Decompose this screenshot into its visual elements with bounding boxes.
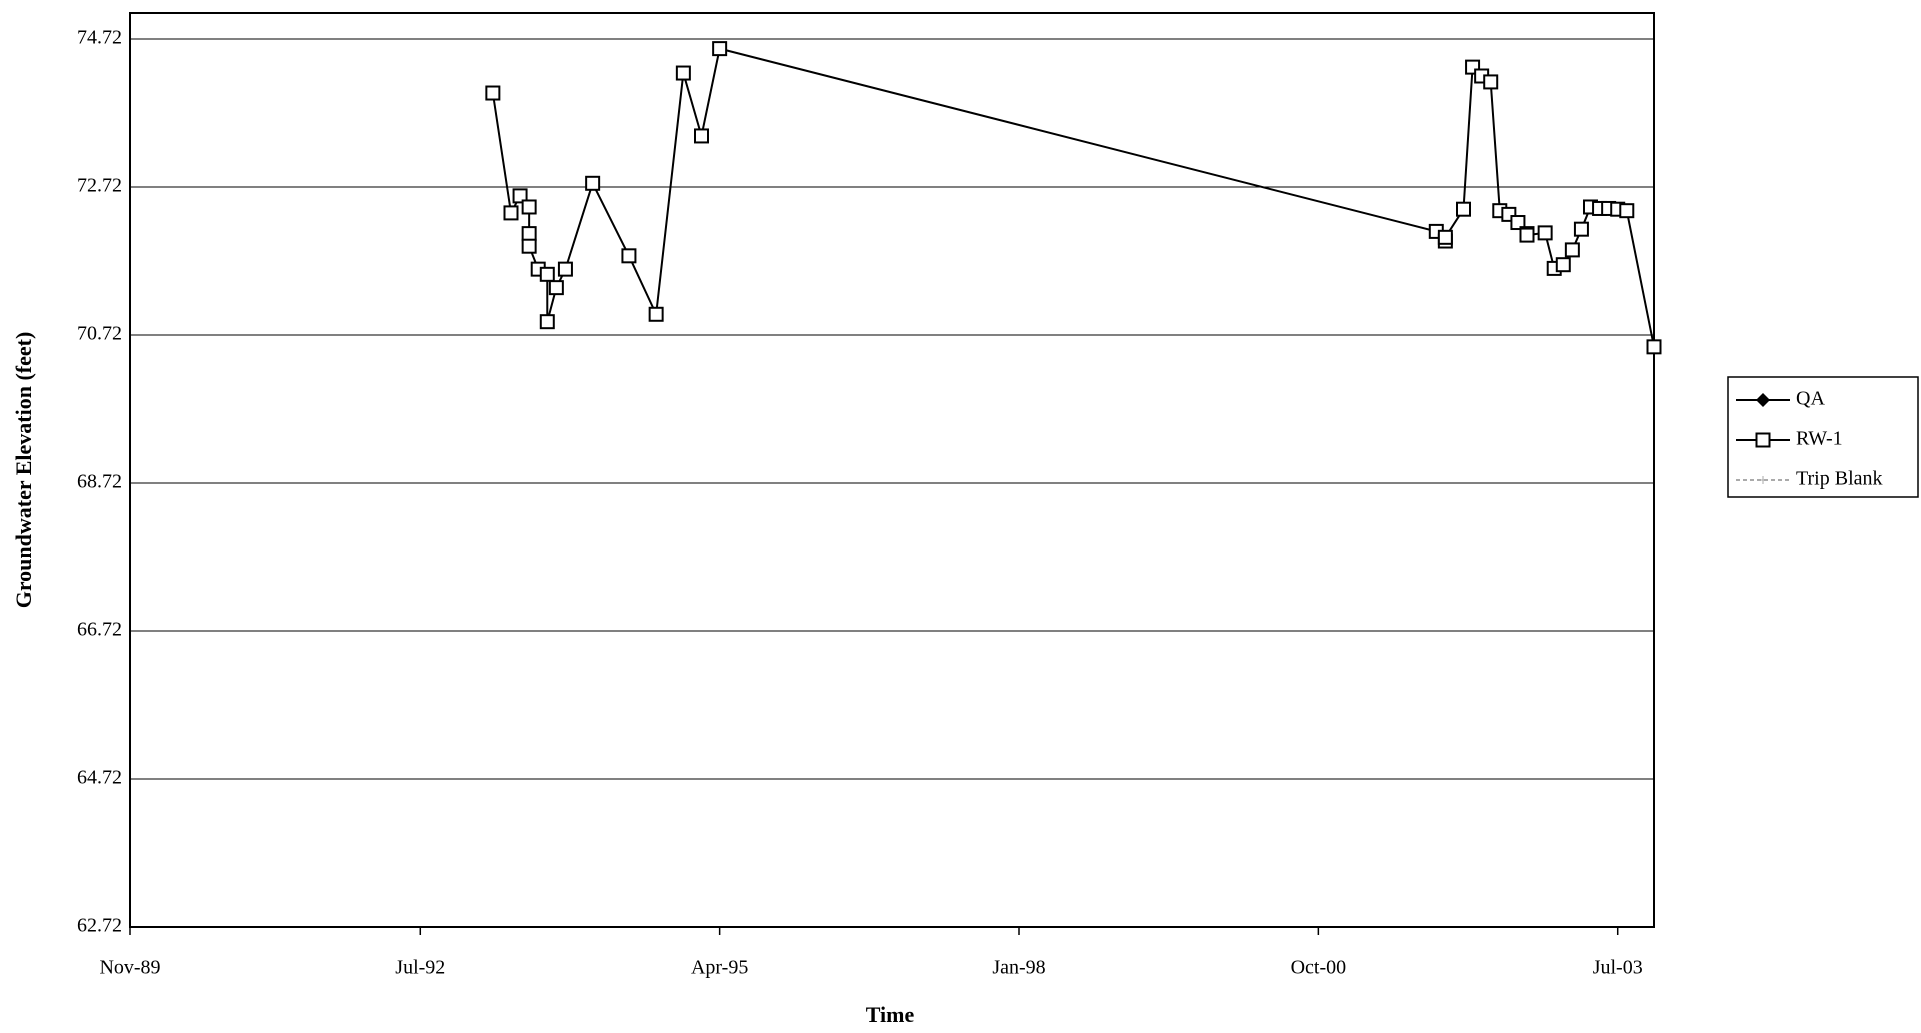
data-point: [694, 128, 709, 144]
legend-marker: [1759, 476, 1767, 484]
series-line: [491, 47, 1655, 348]
y-tick-label: 74.72: [77, 27, 122, 49]
x-tick-label: Nov-89: [99, 957, 160, 979]
data-point: [1564, 242, 1580, 258]
data-point: [1537, 225, 1553, 241]
data-point: [585, 175, 601, 191]
legend-marker: [1756, 393, 1770, 407]
data-point: [539, 314, 555, 330]
y-tick-label: 70.72: [77, 323, 122, 345]
data-point: [557, 261, 573, 277]
x-tick-label: Oct-00: [1291, 957, 1347, 979]
x-tick-label: Jan-98: [992, 957, 1045, 979]
plot-frame: [129, 12, 1655, 928]
y-tick-label: 64.72: [77, 767, 122, 789]
data-point: [1646, 339, 1662, 355]
data-point: [1510, 215, 1526, 231]
data-point: [1619, 203, 1635, 219]
data-point: [485, 85, 501, 101]
legend-label: RW-1: [1796, 428, 1843, 450]
data-point: [548, 280, 564, 296]
data-point: [1555, 257, 1571, 273]
y-tick-label: 66.72: [77, 619, 122, 641]
data-point: [521, 238, 537, 254]
y-axis-title: Groundwater Elevation (feet): [11, 332, 36, 609]
data-point: [1456, 201, 1471, 217]
x-axis-title: Time: [866, 1002, 915, 1027]
data-point: [648, 306, 664, 322]
y-tick-label: 68.72: [77, 471, 122, 493]
data-point: [1437, 229, 1453, 245]
y-tick-label: 72.72: [77, 175, 122, 197]
data-point: [1519, 227, 1535, 243]
data-point: [621, 248, 637, 264]
data-point: [712, 41, 728, 57]
data-point: [675, 65, 691, 81]
x-tick-label: Jul-92: [395, 957, 445, 979]
data-point: [521, 226, 537, 242]
data-point: [1483, 74, 1499, 90]
data-point: [1573, 221, 1589, 237]
x-tick-label: Apr-95: [691, 957, 748, 979]
legend-marker: [1755, 432, 1771, 448]
data-point: [521, 199, 537, 215]
legend-label: QA: [1796, 388, 1825, 410]
y-tick-label: 62.72: [77, 915, 122, 937]
data-point: [503, 205, 519, 221]
data-point: [512, 188, 528, 204]
data-point: [539, 266, 555, 282]
x-tick-label: Jul-03: [1593, 957, 1643, 979]
legend-label: Trip Blank: [1796, 468, 1883, 490]
